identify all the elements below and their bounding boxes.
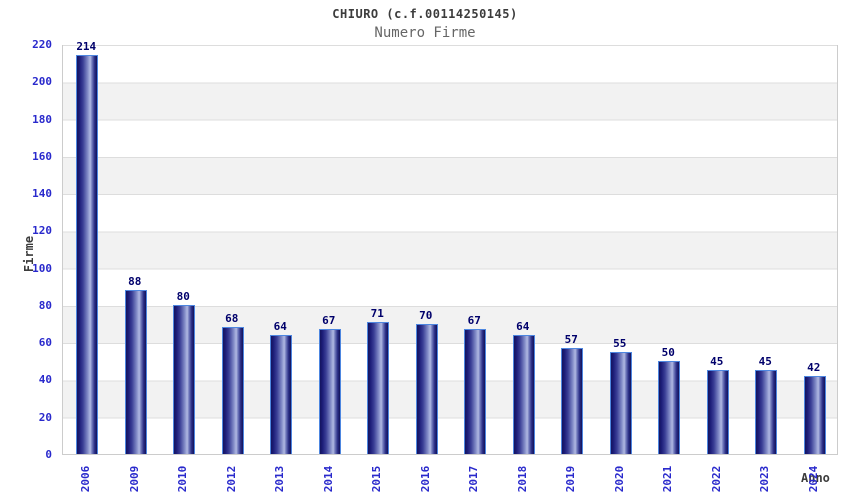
bar xyxy=(124,290,147,454)
x-tick-label: 2017 xyxy=(467,465,481,493)
x-tick-label: 2009 xyxy=(127,465,141,493)
bar-value-label: 214 xyxy=(76,40,97,54)
y-tick-label: 40 xyxy=(38,373,52,387)
bar xyxy=(658,360,681,454)
x-tick-label: 2020 xyxy=(612,465,626,493)
plot-area xyxy=(62,45,838,455)
x-tick-label: 2015 xyxy=(370,465,384,493)
bar xyxy=(173,304,196,454)
y-tick-label: 180 xyxy=(32,112,52,126)
bar xyxy=(270,334,293,454)
bar xyxy=(318,329,341,454)
bar-value-label: 55 xyxy=(613,336,627,350)
x-axis-title: Anno xyxy=(801,471,830,485)
bar-value-label: 70 xyxy=(419,308,433,322)
bar-value-label: 67 xyxy=(467,314,481,328)
y-tick-label: 200 xyxy=(32,75,52,89)
y-tick-label: 60 xyxy=(38,336,52,350)
bar xyxy=(464,329,487,454)
x-tick-label: 2023 xyxy=(758,465,772,493)
bar xyxy=(609,351,632,454)
bar xyxy=(561,347,584,454)
x-tick-label: 2010 xyxy=(176,465,190,493)
x-tick-label: 2013 xyxy=(273,465,287,493)
y-tick-label: 120 xyxy=(32,224,52,238)
y-tick-label: 0 xyxy=(45,448,52,461)
y-tick-label: 220 xyxy=(32,38,52,51)
y-tick-label: 80 xyxy=(38,298,52,312)
bar xyxy=(706,370,729,454)
bar xyxy=(803,375,826,454)
x-tick-label: 2012 xyxy=(224,465,238,493)
y-tick-label: 160 xyxy=(32,149,52,163)
bar xyxy=(512,334,535,454)
y-tick-label: 140 xyxy=(32,187,52,201)
chart-subtitle: Numero Firme xyxy=(374,25,476,41)
y-tick-label: 20 xyxy=(38,410,52,424)
x-tick-label: 2014 xyxy=(321,465,335,493)
y-tick-label: 100 xyxy=(32,261,52,275)
bar-value-label: 68 xyxy=(225,312,239,326)
chart-title: CHIURO (c.f.00114250145) xyxy=(332,7,518,21)
x-tick-label: 2022 xyxy=(709,465,723,493)
bar-value-label: 80 xyxy=(176,289,190,303)
bar-value-label: 64 xyxy=(273,319,287,333)
bar xyxy=(221,327,244,454)
bar-value-label: 57 xyxy=(564,332,578,346)
x-tick-label: 2016 xyxy=(418,465,432,493)
x-tick-label: 2019 xyxy=(564,465,578,493)
bar-value-label: 88 xyxy=(128,275,142,288)
bar-value-label: 64 xyxy=(516,319,530,333)
bar-value-label: 71 xyxy=(370,306,384,320)
x-tick-label: 2024 xyxy=(806,465,820,493)
bar xyxy=(367,321,390,454)
bar-value-label: 45 xyxy=(758,355,772,369)
bar-value-label: 50 xyxy=(661,345,675,359)
bar-value-label: 42 xyxy=(807,360,821,374)
x-tick-label: 2018 xyxy=(515,465,529,493)
bar xyxy=(755,370,778,454)
x-tick-label: 2021 xyxy=(661,465,675,493)
bar xyxy=(415,323,438,454)
bar-value-label: 67 xyxy=(322,314,336,328)
bar xyxy=(76,55,99,454)
bar-value-label: 45 xyxy=(710,355,724,369)
x-tick-label: 2006 xyxy=(79,465,93,493)
